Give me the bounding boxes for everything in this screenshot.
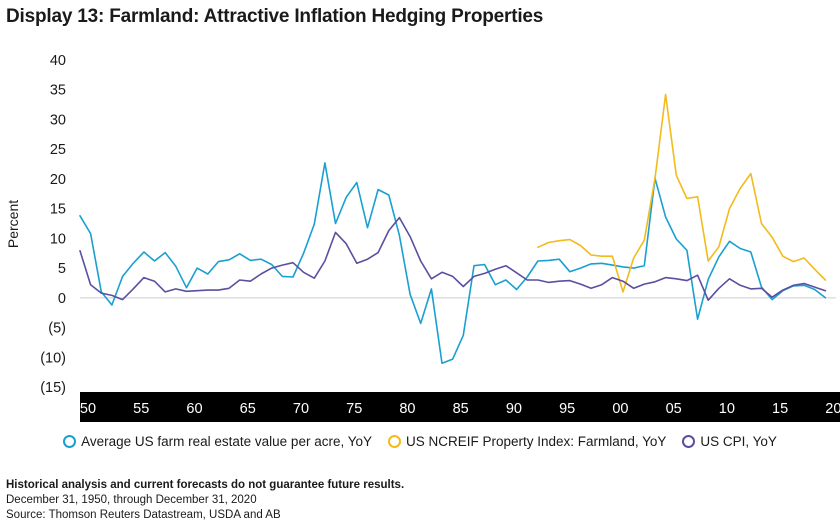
x-tick-label: 85 [453, 401, 469, 417]
period-note: December 31, 1950, through December 31, … [6, 494, 257, 506]
x-tick-label: 60 [186, 401, 202, 417]
legend-item-us-cpi: US CPI, YoY [682, 434, 777, 449]
footnotes: Historical analysis and current forecast… [6, 478, 404, 523]
x-tick-label: 20 [825, 401, 840, 417]
y-tick-label: (15) [40, 380, 66, 396]
chart-title: Display 13: Farmland: Attractive Inflati… [6, 6, 544, 27]
legend-label-ncreif-farmland: US NCREIF Property Index: Farmland, YoY [406, 434, 667, 449]
x-tick-label: 55 [133, 401, 149, 417]
series-line-farm-value [79, 162, 827, 365]
y-tick-label: 40 [50, 53, 66, 69]
x-tick-label: 70 [293, 401, 309, 417]
y-tick-label: 35 [50, 83, 66, 99]
legend-marker-us-cpi [682, 435, 696, 448]
x-axis: 50 55 60 65 70 75 80 85 90 95 00 05 10 15 20 [80, 392, 840, 422]
y-tick-label: (5) [48, 321, 66, 337]
legend: Average US farm real estate value per ac… [0, 434, 840, 449]
y-tick-label: 5 [58, 261, 66, 277]
legend-marker-farm-value [63, 435, 77, 448]
source-note: Source: Thomson Reuters Datastream, USDA… [6, 509, 281, 521]
x-tick-label: 15 [772, 401, 788, 417]
y-tick-label: 30 [50, 112, 66, 128]
series-layer [79, 93, 836, 365]
x-tick-label: 80 [399, 401, 415, 417]
legend-item-ncreif-farmland: US NCREIF Property Index: Farmland, YoY [388, 434, 666, 449]
y-tick-label: 15 [50, 202, 66, 218]
x-tick-label: 90 [506, 401, 522, 417]
x-tick-label: 50 [80, 401, 96, 417]
y-axis: 40 35 30 25 20 15 10 5 0 (5) (10) (15) [40, 53, 66, 396]
y-tick-label: 20 [50, 172, 66, 188]
x-tick-label: 10 [719, 401, 735, 417]
x-axis-band [80, 392, 840, 422]
y-axis-label: Percent [5, 200, 21, 248]
x-tick-label: 75 [346, 401, 362, 417]
legend-item-farm-value: Average US farm real estate value per ac… [63, 434, 372, 449]
y-tick-label: 10 [50, 231, 66, 247]
legend-label-farm-value: Average US farm real estate value per ac… [81, 434, 372, 449]
y-tick-label: (10) [40, 350, 66, 366]
y-tick-label: 25 [50, 142, 66, 158]
x-tick-label: 05 [666, 401, 682, 417]
x-tick-label: 65 [240, 401, 256, 417]
series-line-us-cpi [79, 216, 827, 302]
legend-marker-ncreif-farmland [388, 435, 401, 448]
disclaimer-note: Historical analysis and current forecast… [6, 479, 405, 491]
x-tick-label: 95 [559, 401, 575, 417]
x-tick-label: 00 [612, 401, 628, 417]
y-tick-label: 0 [58, 291, 66, 307]
legend-label-us-cpi: US CPI, YoY [700, 434, 777, 449]
series-line-ncreif-farmland [537, 93, 827, 293]
